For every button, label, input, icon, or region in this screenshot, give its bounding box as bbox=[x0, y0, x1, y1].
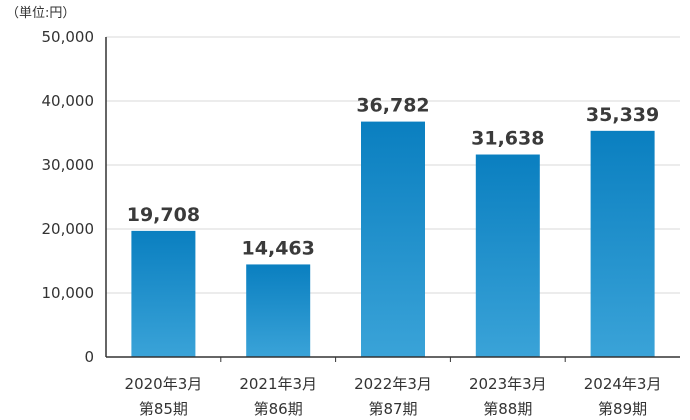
y-tick-label: 50,000 bbox=[42, 28, 95, 46]
axes bbox=[105, 37, 680, 362]
value-label: 36,782 bbox=[356, 95, 429, 117]
bar bbox=[361, 121, 425, 357]
value-label: 35,339 bbox=[586, 104, 659, 126]
x-category-label: 第87期 bbox=[368, 400, 417, 418]
x-category-label: 第88期 bbox=[483, 400, 532, 418]
x-category-label: 2020年3月 bbox=[125, 375, 203, 393]
x-category-label: 2024年3月 bbox=[584, 375, 662, 393]
x-category-label: 2023年3月 bbox=[469, 375, 547, 393]
y-tick-label: 20,000 bbox=[42, 220, 95, 238]
bar bbox=[246, 264, 311, 357]
y-tick-label: 10,000 bbox=[42, 284, 95, 302]
y-axis-ticks: 0 10,000 20,000 30,000 40,000 50,000 bbox=[42, 28, 95, 366]
x-category-label: 2022年3月 bbox=[354, 375, 432, 393]
value-labels: 19,708 14,463 36,782 31,638 35,339 bbox=[127, 95, 660, 260]
bar bbox=[590, 130, 655, 357]
x-category-label: 第86期 bbox=[254, 400, 303, 418]
value-label: 14,463 bbox=[242, 237, 315, 259]
x-category-label: 第85期 bbox=[139, 400, 188, 418]
x-category-label: 第89期 bbox=[598, 400, 647, 418]
bar bbox=[131, 230, 196, 357]
bars bbox=[131, 121, 655, 357]
y-tick-label: 0 bbox=[84, 348, 94, 366]
value-label: 19,708 bbox=[127, 204, 200, 226]
bar bbox=[475, 154, 540, 357]
x-category-label: 2021年3月 bbox=[239, 375, 317, 393]
value-label: 31,638 bbox=[471, 128, 544, 150]
y-tick-label: 30,000 bbox=[42, 156, 95, 174]
y-tick-label: 40,000 bbox=[42, 92, 95, 110]
unit-note: （単位:円） bbox=[6, 6, 76, 21]
